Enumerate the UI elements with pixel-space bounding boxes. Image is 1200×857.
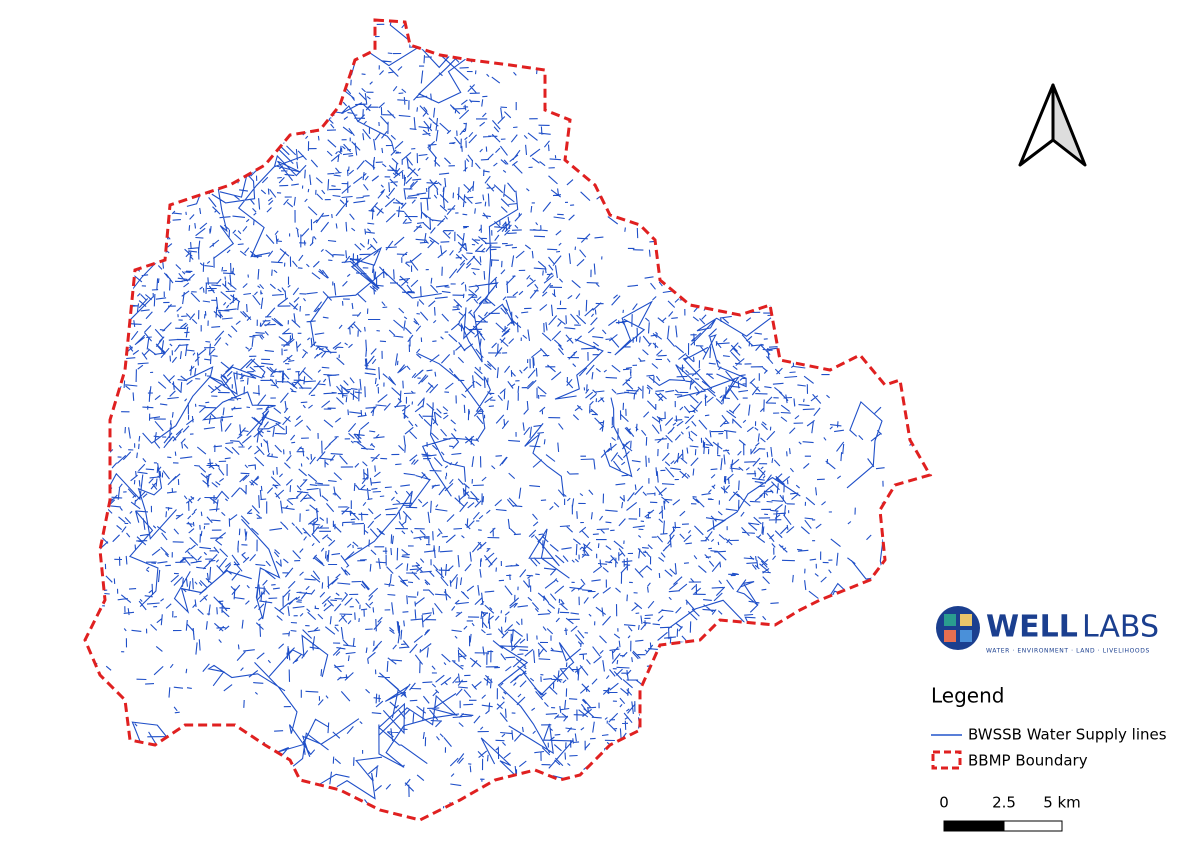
network-group [85, 20, 930, 820]
logo-tagline: WATER · ENVIRONMENT · LAND · LIVELIHOODS [986, 648, 1150, 655]
logo: WELL LABS WATER · ENVIRONMENT · LAND · L… [936, 606, 1159, 655]
legend-boundary-swatch [931, 750, 962, 770]
legend-title: Legend [931, 684, 1004, 708]
scale-label: 2.5 [992, 794, 1016, 812]
scale-bar-segment [943, 820, 1005, 832]
scale-label: 0 [939, 794, 949, 812]
legend-item: BBMP Boundary [968, 752, 1088, 770]
bbmp-boundary [83, 18, 933, 822]
north-arrow [1018, 83, 1087, 167]
scale-bar-segment [1003, 820, 1063, 832]
logo-name-bold: WELL [986, 610, 1078, 645]
scale-label: 5 km [1043, 794, 1081, 812]
water-supply-lines [85, 20, 930, 820]
legend-item: BWSSB Water Supply lines [968, 726, 1167, 744]
logo-name-light: LABS [1082, 610, 1159, 645]
